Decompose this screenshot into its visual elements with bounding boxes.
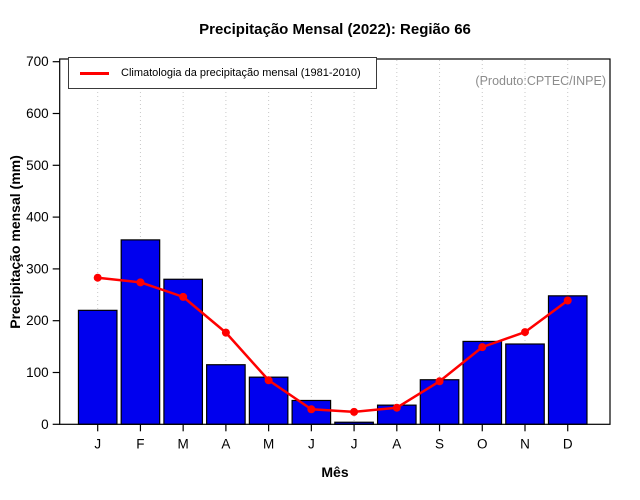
bar-8 xyxy=(419,379,460,425)
bar-10 xyxy=(505,343,545,425)
x-tick-label-5: J xyxy=(308,436,315,451)
x-tick-label-1: F xyxy=(136,436,144,451)
y-tick-label-500: 500 xyxy=(26,158,49,173)
legend-line-sample xyxy=(80,71,109,75)
climatology-point-8 xyxy=(435,377,444,386)
x-tick-label-0: J xyxy=(94,436,101,451)
climatology-point-10 xyxy=(521,328,529,337)
climatology-line xyxy=(97,276,569,414)
y-tick-label-100: 100 xyxy=(26,365,49,380)
legend: Climatologia da precipitação mensal (198… xyxy=(68,57,377,89)
x-tick-label-8: S xyxy=(435,436,444,451)
climatology-point-3 xyxy=(221,328,230,337)
bar-9 xyxy=(462,340,503,425)
climatology-point-4 xyxy=(264,376,273,385)
x-tick-label-10: N xyxy=(520,436,530,451)
y-tick-label-400: 400 xyxy=(26,210,49,225)
x-tick-label-11: D xyxy=(563,436,573,451)
x-tick-label-9: O xyxy=(477,436,488,451)
x-tick-label-7: A xyxy=(392,436,401,451)
x-tick-label-6: J xyxy=(351,436,358,451)
climatology-point-2 xyxy=(179,292,188,301)
bar-1 xyxy=(120,239,161,425)
x-axis-title: Mês xyxy=(321,464,349,480)
bar-0 xyxy=(77,309,118,425)
climatology-point-6 xyxy=(350,407,359,416)
climatology-point-5 xyxy=(307,405,316,414)
climatology-point-9 xyxy=(478,343,487,352)
y-tick-label-300: 300 xyxy=(26,261,49,276)
product-credit: (Produto:CPTEC/INPE) xyxy=(475,74,606,88)
y-tick-label-200: 200 xyxy=(26,313,49,328)
x-tick-label-4: M xyxy=(263,436,274,451)
y-tick-label-0: 0 xyxy=(41,417,49,432)
y-tick-label-600: 600 xyxy=(26,106,49,121)
bar-3 xyxy=(206,364,246,425)
climatology-point-7 xyxy=(392,403,401,412)
y-tick-label-700: 700 xyxy=(26,54,49,69)
climatology-point-0 xyxy=(93,273,102,282)
x-tick-label-3: A xyxy=(221,436,230,451)
climatology-point-1 xyxy=(136,278,145,287)
legend-label: Climatologia da precipitação mensal (198… xyxy=(121,67,361,79)
x-tick-label-2: M xyxy=(178,436,189,451)
bar-2 xyxy=(163,278,204,425)
bar-4 xyxy=(248,376,289,425)
climatology-point-11 xyxy=(563,296,572,305)
chart-title: Precipitação Mensal (2022): Região 66 xyxy=(199,21,471,38)
bar-11 xyxy=(547,295,588,425)
